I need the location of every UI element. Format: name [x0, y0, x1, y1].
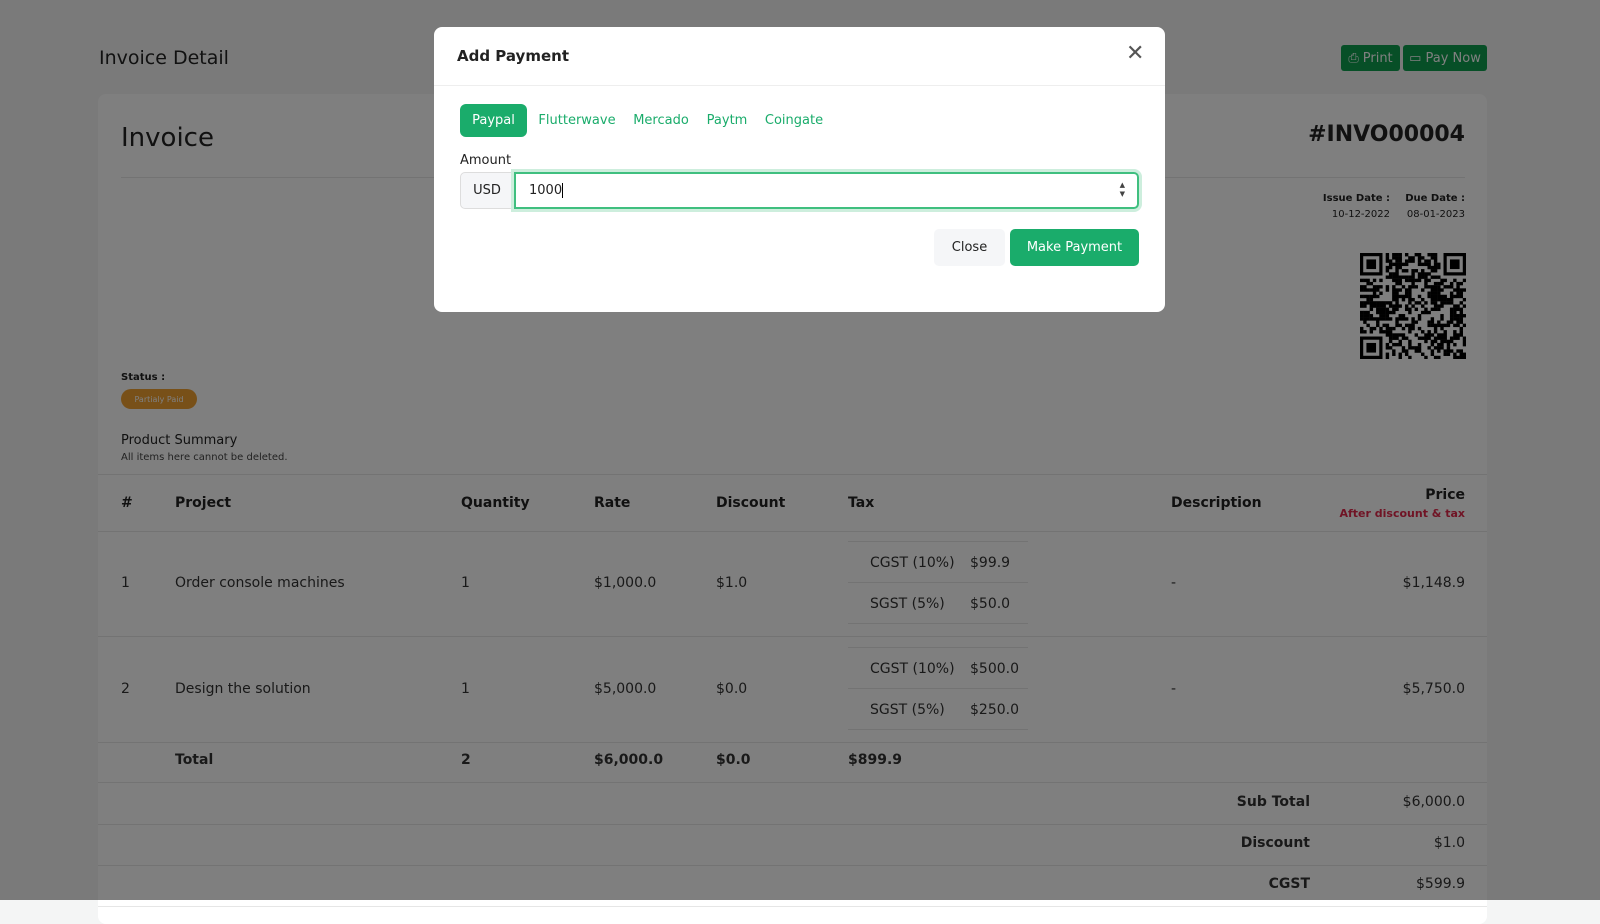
close-icon[interactable]: ✕: [1126, 41, 1145, 66]
make-payment-button[interactable]: Make Payment: [1010, 229, 1139, 266]
tab-paypal[interactable]: Paypal: [460, 104, 527, 137]
tab-coingate[interactable]: Coingate: [764, 113, 824, 128]
amount-label: Amount: [460, 153, 512, 168]
amount-value: 1000: [529, 183, 563, 198]
currency-addon: USD: [460, 172, 514, 209]
tab-mercado[interactable]: Mercado: [633, 113, 689, 128]
stepper-icon[interactable]: ▲ ▼: [1119, 181, 1125, 198]
tab-flutterwave[interactable]: Flutterwave: [538, 113, 616, 128]
modal-title: Add Payment: [457, 47, 569, 65]
add-payment-modal: Add Payment ✕ Paypal Flutterwave Mercado…: [434, 27, 1165, 312]
tab-paytm[interactable]: Paytm: [706, 113, 748, 128]
amount-input[interactable]: 1000 ▲ ▼: [514, 172, 1139, 209]
close-button[interactable]: Close: [934, 229, 1005, 266]
